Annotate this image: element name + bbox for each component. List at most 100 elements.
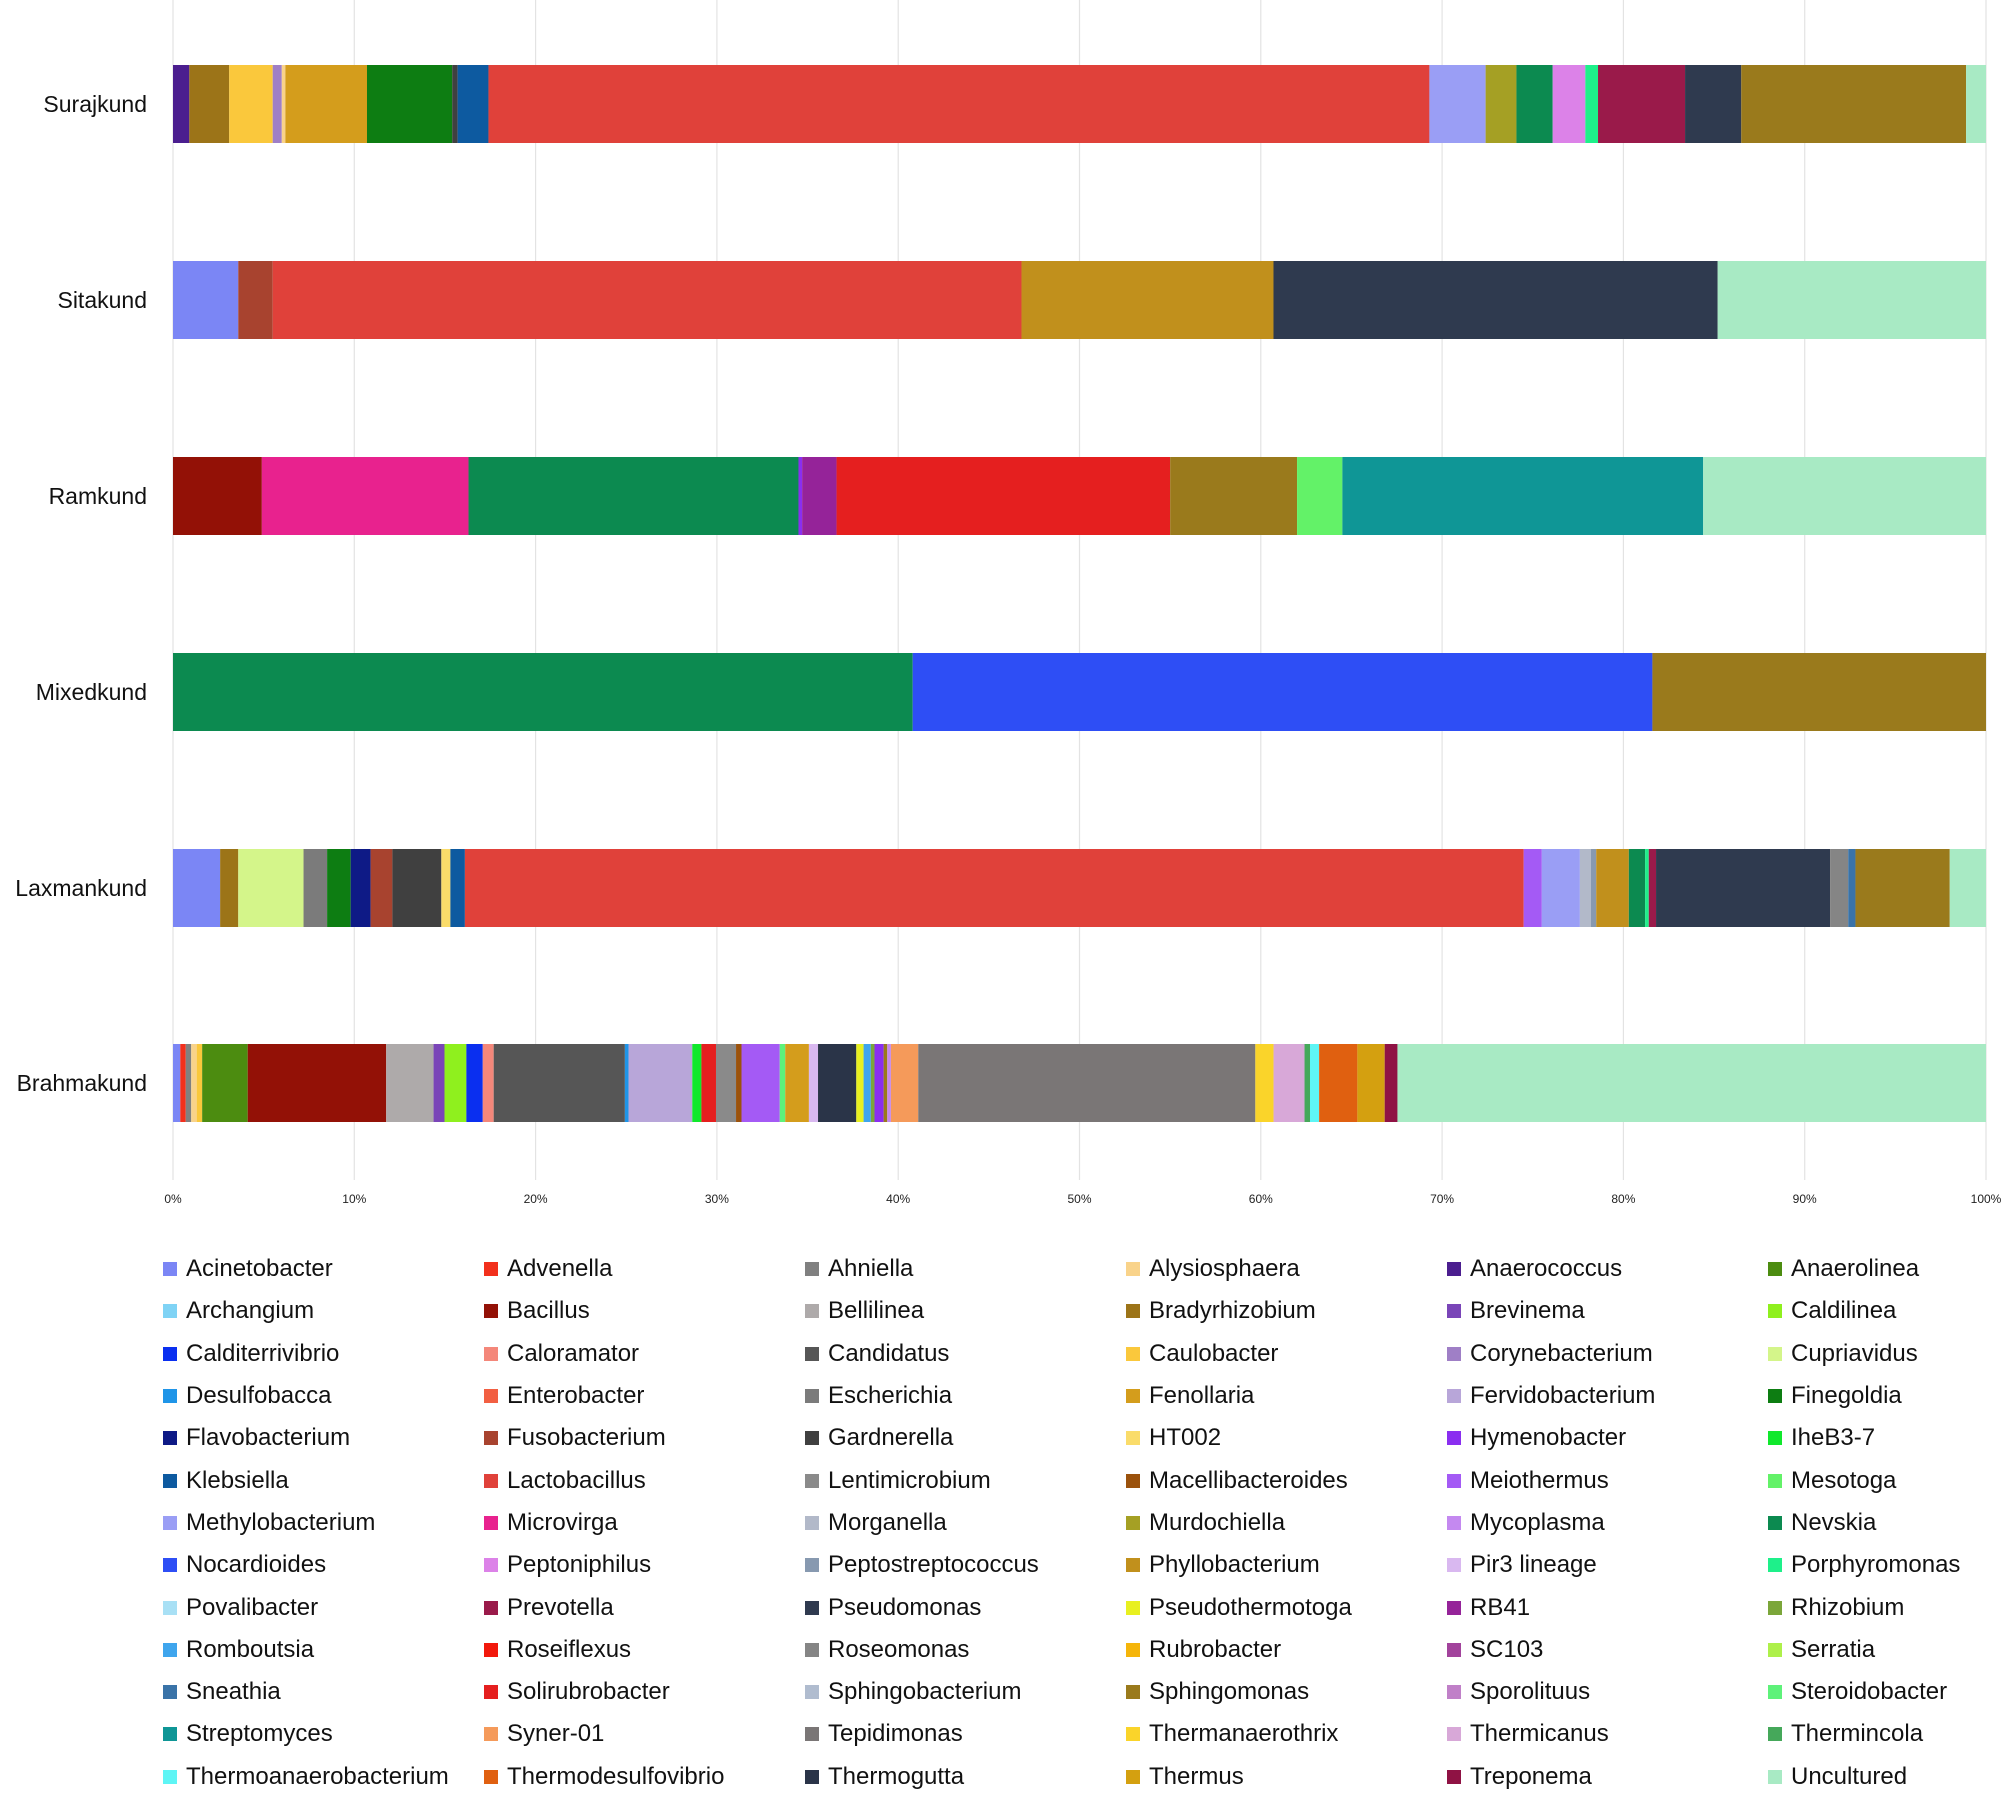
legend-item: Murdochiella — [1126, 1502, 1447, 1544]
bar-segment-brahmakund-fenollaria — [785, 1044, 809, 1122]
bar-segment-brahmakund-tepidimonas — [918, 1044, 1256, 1122]
legend-label: Sphingomonas — [1149, 1678, 1310, 1706]
legend-label: Acinetobacter — [186, 1255, 333, 1283]
bar-segment-brahmakund-bacillus — [247, 1044, 387, 1122]
bar-segment-brahmakund-rhizobium — [870, 1044, 875, 1122]
legend-label: Thermincola — [1791, 1720, 1924, 1748]
bar-segment-brahmakund-anaerolinea — [202, 1044, 248, 1122]
bar-segment-sitakund-fusobacterium — [238, 261, 273, 339]
bar-segment-laxmankund-prevotella — [1648, 849, 1657, 927]
legend-label: Murdochiella — [1149, 1508, 1286, 1536]
legend-label: Syner-01 — [507, 1720, 605, 1748]
bar-segment-laxmankund-acinetobacter — [173, 849, 221, 927]
legend-swatch — [1447, 1642, 1461, 1657]
legend-swatch — [484, 1431, 498, 1446]
legend-swatch — [805, 1346, 819, 1361]
legend-swatch — [1126, 1431, 1140, 1446]
bar-segment-laxmankund-sneathia — [1848, 849, 1856, 927]
legend-swatch — [1768, 1304, 1782, 1319]
legend-label: Klebsiella — [186, 1466, 289, 1494]
bar-segment-surajkund-nevskia — [1516, 65, 1553, 143]
legend-label: Macellibacteroides — [1149, 1466, 1348, 1494]
bar-segment-surajkund-sphingomonas — [1741, 65, 1967, 143]
bar-segment-brahmakund-treponema — [1384, 1044, 1398, 1122]
legend-swatch — [805, 1600, 819, 1615]
legend-item: Anaerolinea — [1768, 1248, 2007, 1290]
bars — [173, 65, 1986, 1122]
legend-swatch — [163, 1262, 177, 1277]
legend-item: Archangium — [163, 1290, 484, 1332]
bar-segment-brahmakund-alysiosphaera — [191, 1044, 197, 1122]
bar-segment-ramkund-hymenobacter — [798, 457, 803, 535]
bar-segment-laxmankund-nevskia — [1628, 849, 1646, 927]
legend-item: Pseudomonas — [805, 1586, 1126, 1628]
legend-item: Steroidobacter — [1768, 1671, 2007, 1713]
legend-swatch — [1447, 1727, 1461, 1742]
bar-segment-laxmankund-lactobacillus — [464, 849, 1524, 927]
legend-label: Rubrobacter — [1149, 1635, 1282, 1663]
x-tick-label: 0% — [164, 1192, 182, 1206]
bar-segment-brahmakund-thermogutta — [818, 1044, 857, 1122]
bar-segment-laxmankund-bradyrhizobium — [220, 849, 239, 927]
bar-segment-surajkund-finegoldia — [366, 65, 453, 143]
bar-segment-laxmankund-cupriavidus — [238, 849, 304, 927]
legend-swatch — [163, 1389, 177, 1404]
legend-label: Escherichia — [828, 1382, 953, 1410]
legend-swatch — [163, 1685, 177, 1700]
bar-segment-ramkund-microvirga — [261, 457, 469, 535]
legend-label: Anaerolinea — [1791, 1255, 1920, 1283]
bar-segment-brahmakund-mycoplasma — [887, 1044, 891, 1122]
legend-label: Pseudothermotoga — [1149, 1593, 1352, 1621]
bar-segment-surajkund-prevotella — [1598, 65, 1686, 143]
legend-swatch — [1126, 1346, 1140, 1361]
legend-label: IheB3-7 — [1791, 1424, 1876, 1452]
bar-segment-laxmankund-methylobacterium — [1541, 849, 1580, 927]
legend-swatch — [805, 1389, 819, 1404]
bar-segment-laxmankund-roseomonas — [1830, 849, 1849, 927]
legend-label: Enterobacter — [507, 1382, 645, 1410]
legend-swatch — [1126, 1769, 1140, 1784]
legend-item: Morganella — [805, 1502, 1126, 1544]
legend-item: Pseudothermotoga — [1126, 1586, 1447, 1628]
legend-item: Caldilinea — [1768, 1290, 2007, 1332]
legend-swatch — [1126, 1558, 1140, 1573]
legend-label: Finegoldia — [1791, 1382, 1902, 1410]
legend-swatch — [484, 1304, 498, 1319]
bar-segment-laxmankund-meiothermus — [1523, 849, 1542, 927]
legend-item: Thermogutta — [805, 1756, 1126, 1798]
legend-label: Meiothermus — [1470, 1466, 1609, 1494]
legend-swatch — [1126, 1473, 1140, 1488]
bar-segment-brahmakund-ahniella — [185, 1044, 192, 1122]
legend-label: Peptostreptococcus — [828, 1551, 1039, 1579]
legend-swatch — [484, 1515, 498, 1530]
bar-segment-brahmakund-thermus — [1357, 1044, 1385, 1122]
legend-swatch — [1768, 1431, 1782, 1446]
legend-label: Romboutsia — [186, 1635, 315, 1663]
legend-label: Mesotoga — [1791, 1466, 1897, 1494]
bar-segment-brahmakund-hymenobacter — [874, 1044, 884, 1122]
legend-item: Mycoplasma — [1447, 1502, 1768, 1544]
legend-label: Thermoanaerobacterium — [186, 1762, 449, 1790]
legend-item: Lactobacillus — [484, 1459, 805, 1501]
bar-segment-brahmakund-sphingomonas — [883, 1044, 888, 1122]
legend-label: Anaerococcus — [1470, 1255, 1623, 1283]
bar-segment-surajkund-pseudomonas — [1685, 65, 1742, 143]
legend-swatch — [805, 1769, 819, 1784]
legend-label: Steroidobacter — [1791, 1678, 1948, 1706]
legend-label: Roseomonas — [828, 1635, 970, 1663]
legend-label: Flavobacterium — [186, 1424, 351, 1452]
legend-swatch — [163, 1642, 177, 1657]
legend-swatch — [805, 1473, 819, 1488]
legend-swatch — [1447, 1346, 1461, 1361]
legend-item: Sneathia — [163, 1671, 484, 1713]
x-tick-label: 90% — [1793, 1192, 1817, 1206]
bar-segment-brahmakund-caulobacter — [196, 1044, 203, 1122]
legend-swatch — [1768, 1558, 1782, 1573]
bar-segment-surajkund-corynebacterium — [272, 65, 282, 143]
bar-segment-brahmakund-thermicanus — [1273, 1044, 1305, 1122]
legend-label: Alysiosphaera — [1149, 1255, 1300, 1283]
bar-segment-sitakund-pseudomonas — [1273, 261, 1718, 339]
bar-segment-surajkund-anaerococcus — [173, 65, 190, 143]
legend-swatch — [484, 1389, 498, 1404]
legend-item: Cupriavidus — [1768, 1333, 2007, 1375]
